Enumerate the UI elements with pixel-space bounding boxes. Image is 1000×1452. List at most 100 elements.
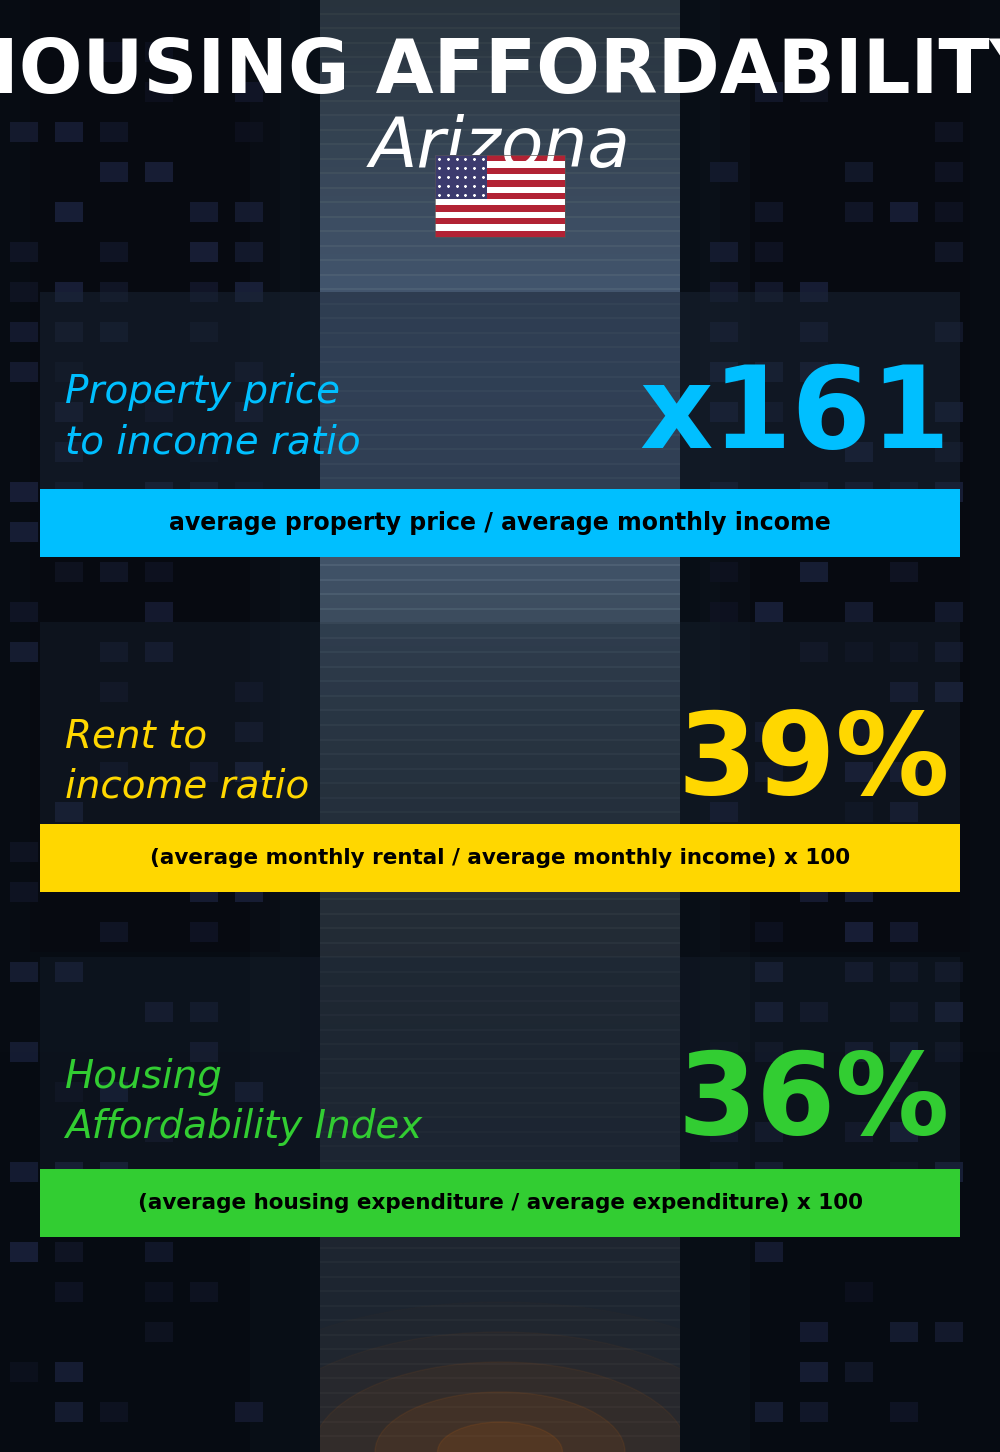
Bar bbox=[435, 167, 565, 174]
Bar bbox=[0, 420, 1000, 428]
Bar bbox=[320, 376, 680, 392]
Bar bbox=[55, 322, 83, 343]
Bar bbox=[800, 362, 828, 382]
Bar bbox=[40, 621, 960, 892]
Bar bbox=[145, 1321, 173, 1342]
Bar bbox=[55, 802, 83, 822]
Bar bbox=[845, 963, 873, 982]
Bar bbox=[890, 642, 918, 662]
Bar bbox=[0, 1138, 1000, 1147]
Bar bbox=[55, 963, 83, 982]
Bar bbox=[0, 877, 1000, 886]
Bar bbox=[845, 1362, 873, 1382]
Bar bbox=[0, 1029, 1000, 1038]
Bar bbox=[755, 1043, 783, 1061]
Bar bbox=[0, 906, 1000, 915]
Bar bbox=[0, 1167, 1000, 1176]
Bar bbox=[320, 812, 680, 828]
Bar bbox=[235, 881, 263, 902]
Bar bbox=[320, 1015, 680, 1031]
Bar bbox=[0, 427, 1000, 436]
Bar bbox=[0, 0, 300, 1053]
Bar bbox=[0, 1400, 1000, 1408]
Bar bbox=[320, 71, 680, 87]
Bar bbox=[100, 1082, 128, 1102]
Bar bbox=[320, 318, 680, 334]
Bar bbox=[10, 282, 38, 302]
Bar bbox=[0, 942, 1000, 951]
Bar bbox=[190, 1002, 218, 1022]
Bar bbox=[0, 303, 1000, 312]
Bar bbox=[755, 362, 783, 382]
Bar bbox=[145, 1282, 173, 1302]
Bar bbox=[320, 42, 680, 58]
Bar bbox=[0, 812, 1000, 820]
Bar bbox=[320, 173, 680, 189]
Bar bbox=[320, 1392, 680, 1408]
Ellipse shape bbox=[312, 1362, 688, 1452]
Bar bbox=[0, 325, 1000, 334]
Bar bbox=[0, 892, 1000, 900]
Bar bbox=[845, 482, 873, 502]
Bar bbox=[320, 1088, 680, 1104]
Bar bbox=[890, 1162, 918, 1182]
Bar bbox=[190, 1282, 218, 1302]
Bar bbox=[0, 1051, 1000, 1060]
Bar bbox=[320, 391, 680, 407]
Bar bbox=[320, 1218, 680, 1234]
Bar bbox=[320, 274, 680, 290]
Bar bbox=[145, 642, 173, 662]
Bar bbox=[0, 1436, 1000, 1445]
Bar bbox=[100, 1162, 128, 1182]
Bar bbox=[55, 1202, 83, 1223]
Bar bbox=[845, 523, 873, 542]
Bar bbox=[755, 402, 783, 423]
Bar bbox=[0, 13, 1000, 22]
Bar bbox=[935, 1162, 963, 1182]
Bar bbox=[190, 762, 218, 783]
Bar bbox=[800, 322, 828, 343]
Bar bbox=[0, 1269, 1000, 1278]
Bar bbox=[0, 862, 1000, 871]
Bar bbox=[935, 163, 963, 182]
Bar bbox=[0, 855, 1000, 864]
Bar bbox=[710, 482, 738, 502]
Bar bbox=[0, 725, 1000, 733]
Bar bbox=[0, 311, 1000, 319]
Bar bbox=[55, 402, 83, 423]
Bar bbox=[755, 1162, 783, 1182]
Bar bbox=[145, 42, 173, 62]
Bar bbox=[0, 1102, 1000, 1111]
Bar bbox=[800, 1002, 828, 1022]
Bar bbox=[755, 722, 783, 742]
Bar bbox=[320, 754, 680, 770]
Bar bbox=[320, 565, 680, 581]
Bar bbox=[320, 1334, 680, 1350]
Bar bbox=[145, 603, 173, 621]
Bar bbox=[0, 144, 1000, 152]
Bar bbox=[320, 521, 680, 537]
Bar bbox=[710, 1122, 738, 1143]
Bar bbox=[145, 1122, 173, 1143]
Bar bbox=[55, 1162, 83, 1182]
Bar bbox=[235, 482, 263, 502]
Bar bbox=[0, 86, 1000, 94]
Bar bbox=[0, 616, 1000, 624]
Bar bbox=[700, 0, 1000, 1053]
Bar bbox=[0, 485, 1000, 494]
Bar bbox=[710, 402, 738, 423]
Bar bbox=[435, 155, 487, 199]
Bar bbox=[0, 362, 1000, 370]
Bar bbox=[320, 913, 680, 929]
Bar bbox=[320, 478, 680, 494]
Bar bbox=[0, 1182, 1000, 1191]
Bar bbox=[0, 1407, 1000, 1416]
Bar bbox=[10, 1241, 38, 1262]
Bar bbox=[0, 768, 1000, 777]
Bar bbox=[320, 507, 680, 523]
Bar bbox=[0, 1298, 1000, 1307]
Bar bbox=[100, 562, 128, 582]
Bar bbox=[10, 322, 38, 343]
Bar bbox=[755, 603, 783, 621]
Bar bbox=[755, 1403, 783, 1422]
